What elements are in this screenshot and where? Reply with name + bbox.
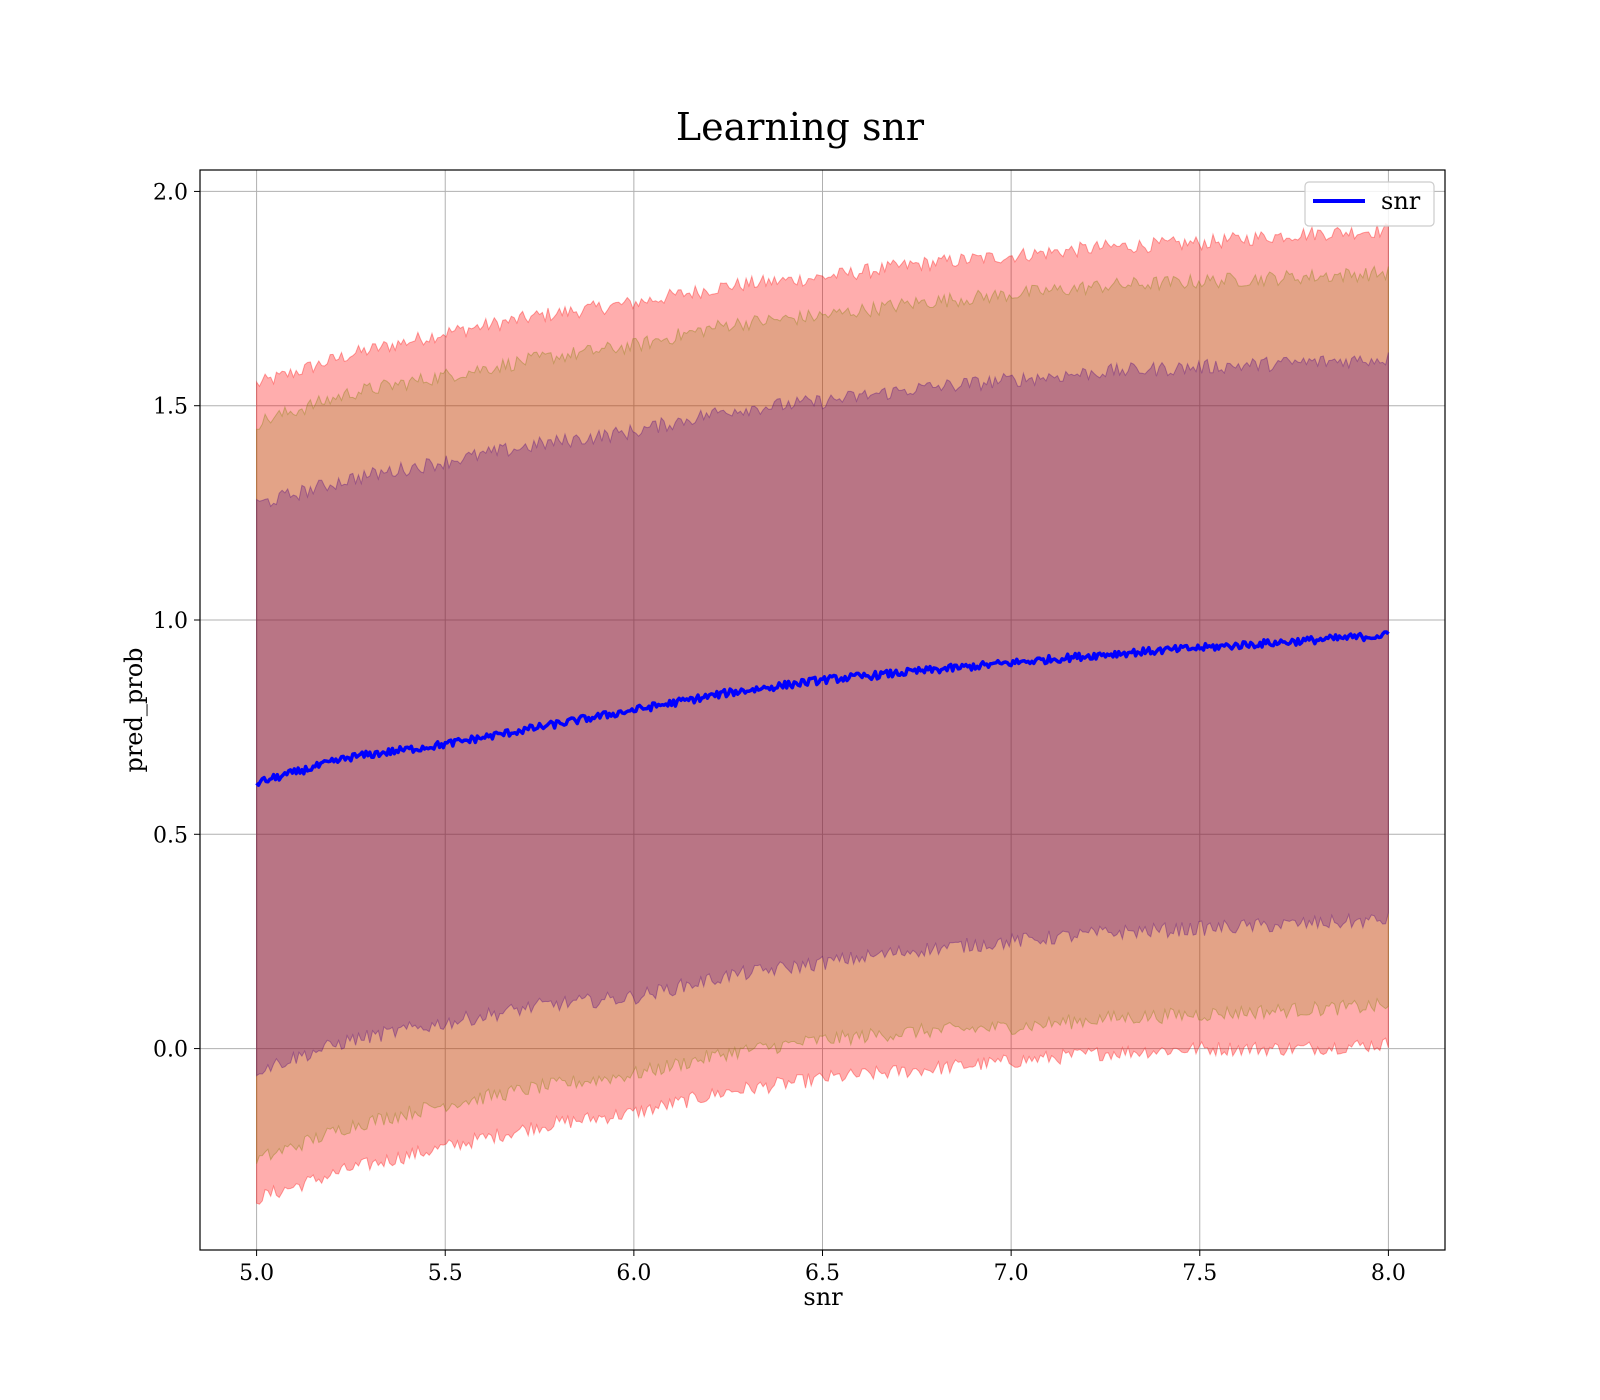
x-tick-label: 6.0 xyxy=(616,1261,651,1286)
legend: snr xyxy=(1304,181,1435,227)
y-tick-label: 0.5 xyxy=(153,823,188,848)
series-lines xyxy=(255,630,1390,787)
y-tick-label: 1.0 xyxy=(153,609,188,634)
confidence-band-2 xyxy=(256,265,1389,1164)
series-line-snr xyxy=(255,630,1390,787)
chart-title: Learning snr xyxy=(676,105,925,149)
y-axis-ticks: 0.0 0.5 1.0 1.5 2.0 xyxy=(153,180,200,1063)
y-tick-label: 0.0 xyxy=(153,1038,188,1063)
legend-label-snr: snr xyxy=(1381,187,1421,215)
confidence-band-3 xyxy=(256,352,1389,1077)
x-axis-label: snr xyxy=(803,1283,843,1311)
y-tick-label: 1.5 xyxy=(153,395,188,420)
x-tick-label: 8.0 xyxy=(1371,1261,1406,1286)
x-tick-label: 6.5 xyxy=(805,1261,840,1286)
y-axis-label: pred_prob xyxy=(120,647,148,772)
confidence-band-1 xyxy=(256,222,1389,1205)
x-tick-label: 7.0 xyxy=(994,1261,1029,1286)
confidence-bands xyxy=(256,222,1389,1205)
x-tick-label: 7.5 xyxy=(1182,1261,1217,1286)
x-tick-label: 5.0 xyxy=(239,1261,274,1286)
x-tick-label: 5.5 xyxy=(428,1261,463,1286)
legend-box xyxy=(1304,181,1435,227)
x-axis-ticks: 5.0 5.5 6.0 6.5 7.0 7.5 8.0 xyxy=(239,1250,1406,1286)
y-tick-label: 2.0 xyxy=(153,180,188,205)
